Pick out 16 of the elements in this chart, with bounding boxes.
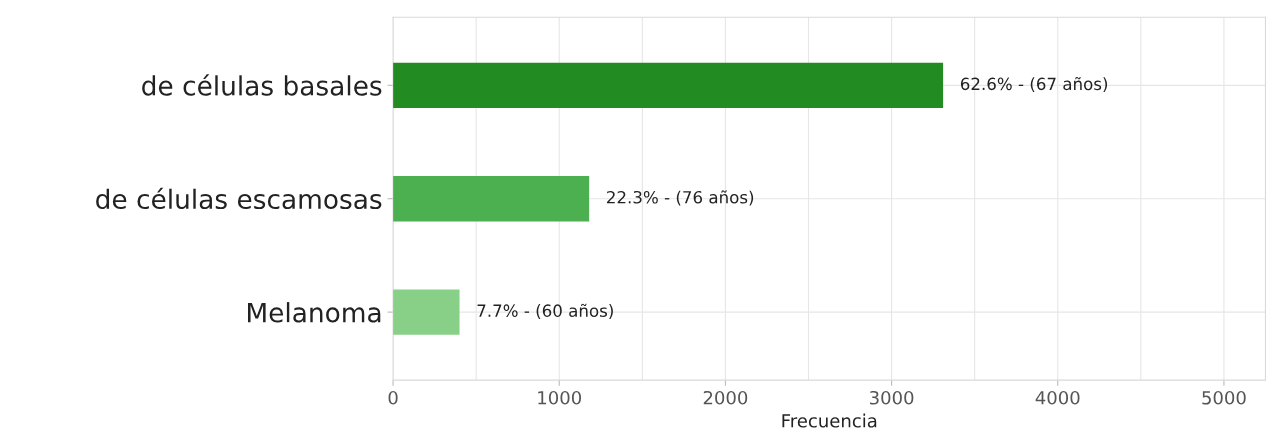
x-tick-label: 2000 xyxy=(703,390,748,405)
x-tick-label: 0 xyxy=(388,390,398,405)
x-tick-label: 5000 xyxy=(1202,390,1246,405)
x-axis-title: Frecuencia xyxy=(782,413,877,428)
y-tick-label: de células basales xyxy=(142,74,382,96)
y-tick-label: Melanoma xyxy=(248,302,381,323)
annotation: 62.6% - (67 años) xyxy=(960,76,1108,93)
x-tick-label: 3000 xyxy=(869,390,914,405)
x-tick-label: 1000 xyxy=(538,390,582,405)
annotation: 7.7% - (60 años) xyxy=(477,303,613,319)
y-tick-label: de células escamosas xyxy=(96,187,382,210)
annotation: 22.3% - (76 años) xyxy=(607,190,754,206)
bar xyxy=(393,62,944,108)
bar xyxy=(393,289,460,335)
x-tick-label: 4000 xyxy=(1035,390,1080,405)
bar xyxy=(393,176,590,222)
